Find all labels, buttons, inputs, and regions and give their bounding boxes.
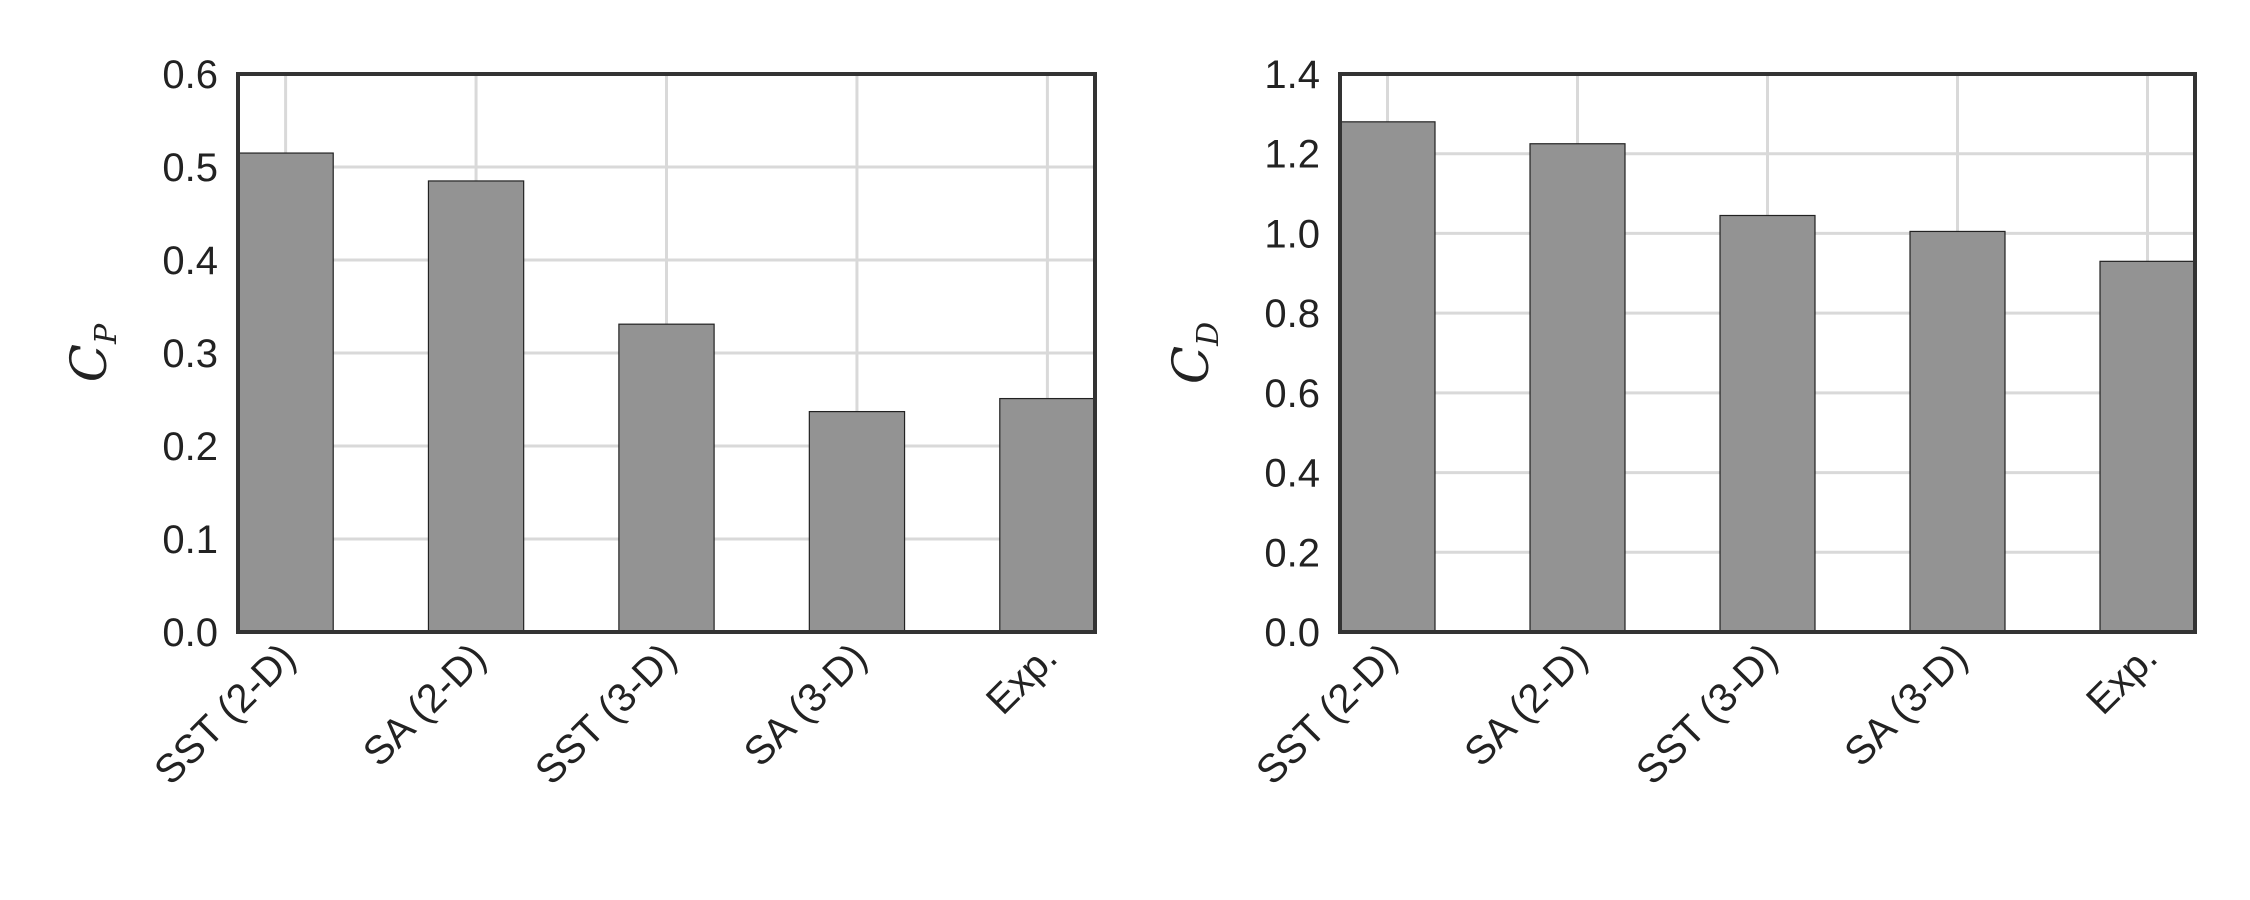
cd-bar-5 [2099, 260, 2196, 633]
y-tick-label: 0.0 [162, 611, 218, 655]
cp-bar-4 [808, 410, 906, 633]
y-tick-label: 0.0 [1264, 611, 1320, 655]
cd-bar-3 [1719, 214, 1816, 633]
x-tick-label: SA (2-D) [355, 635, 495, 775]
y-tick-label: 0.5 [162, 146, 218, 190]
y-tick-label: 0.2 [1264, 531, 1320, 575]
cd-y-axis-label: CD [1162, 322, 1226, 384]
cd-bar-1 [1339, 121, 1436, 633]
plot-frame [1338, 72, 2197, 634]
x-tick-label: SST (3-D) [1628, 635, 1786, 793]
cd-bar-chart: 0.0 0.2 0.4 0.6 0.8 1.0 1.2 1.4 SST (2-D) SA (2-D… [1162, 53, 2197, 793]
cp-bar-3 [618, 323, 715, 633]
y-tick-label: 0.2 [162, 425, 218, 469]
plot-frame [236, 72, 1097, 634]
cd-bar-2 [1529, 143, 1626, 633]
cp-bar-1 [237, 152, 334, 633]
y-tick-label: 1.4 [1264, 53, 1320, 97]
cp-y-axis-label: CP [60, 323, 124, 382]
cd-bar-4 [1909, 230, 2006, 633]
x-tick-label: SA (3-D) [1836, 635, 1976, 775]
x-tick-label: Exp. [978, 635, 1066, 723]
y-tick-label: 0.4 [162, 239, 218, 283]
y-tick-label: 0.1 [162, 518, 218, 562]
cp-bar-chart: 0.0 0.1 0.2 0.3 0.4 0.5 0.6 SST (2-D) SA (2-D) SS… [60, 53, 1097, 793]
y-tick-label: 1.2 [1264, 133, 1320, 177]
cp-bar-2 [427, 180, 525, 633]
cp-bar-5 [999, 397, 1096, 633]
y-tick-label: 0.4 [1264, 452, 1320, 496]
y-tick-label: 0.3 [162, 332, 218, 376]
x-tick-label: SA (2-D) [1456, 635, 1596, 775]
x-tick-label: SA (3-D) [736, 635, 876, 775]
x-tick-label: SST (2-D) [1248, 635, 1406, 793]
x-tick-label: SST (3-D) [527, 635, 685, 793]
y-tick-label: 0.6 [1264, 372, 1320, 416]
x-tick-label: Exp. [2078, 635, 2166, 723]
y-tick-label: 0.6 [162, 53, 218, 97]
x-tick-label: SST (2-D) [146, 635, 304, 793]
y-tick-label: 1.0 [1264, 212, 1320, 256]
y-tick-label: 0.8 [1264, 292, 1320, 336]
